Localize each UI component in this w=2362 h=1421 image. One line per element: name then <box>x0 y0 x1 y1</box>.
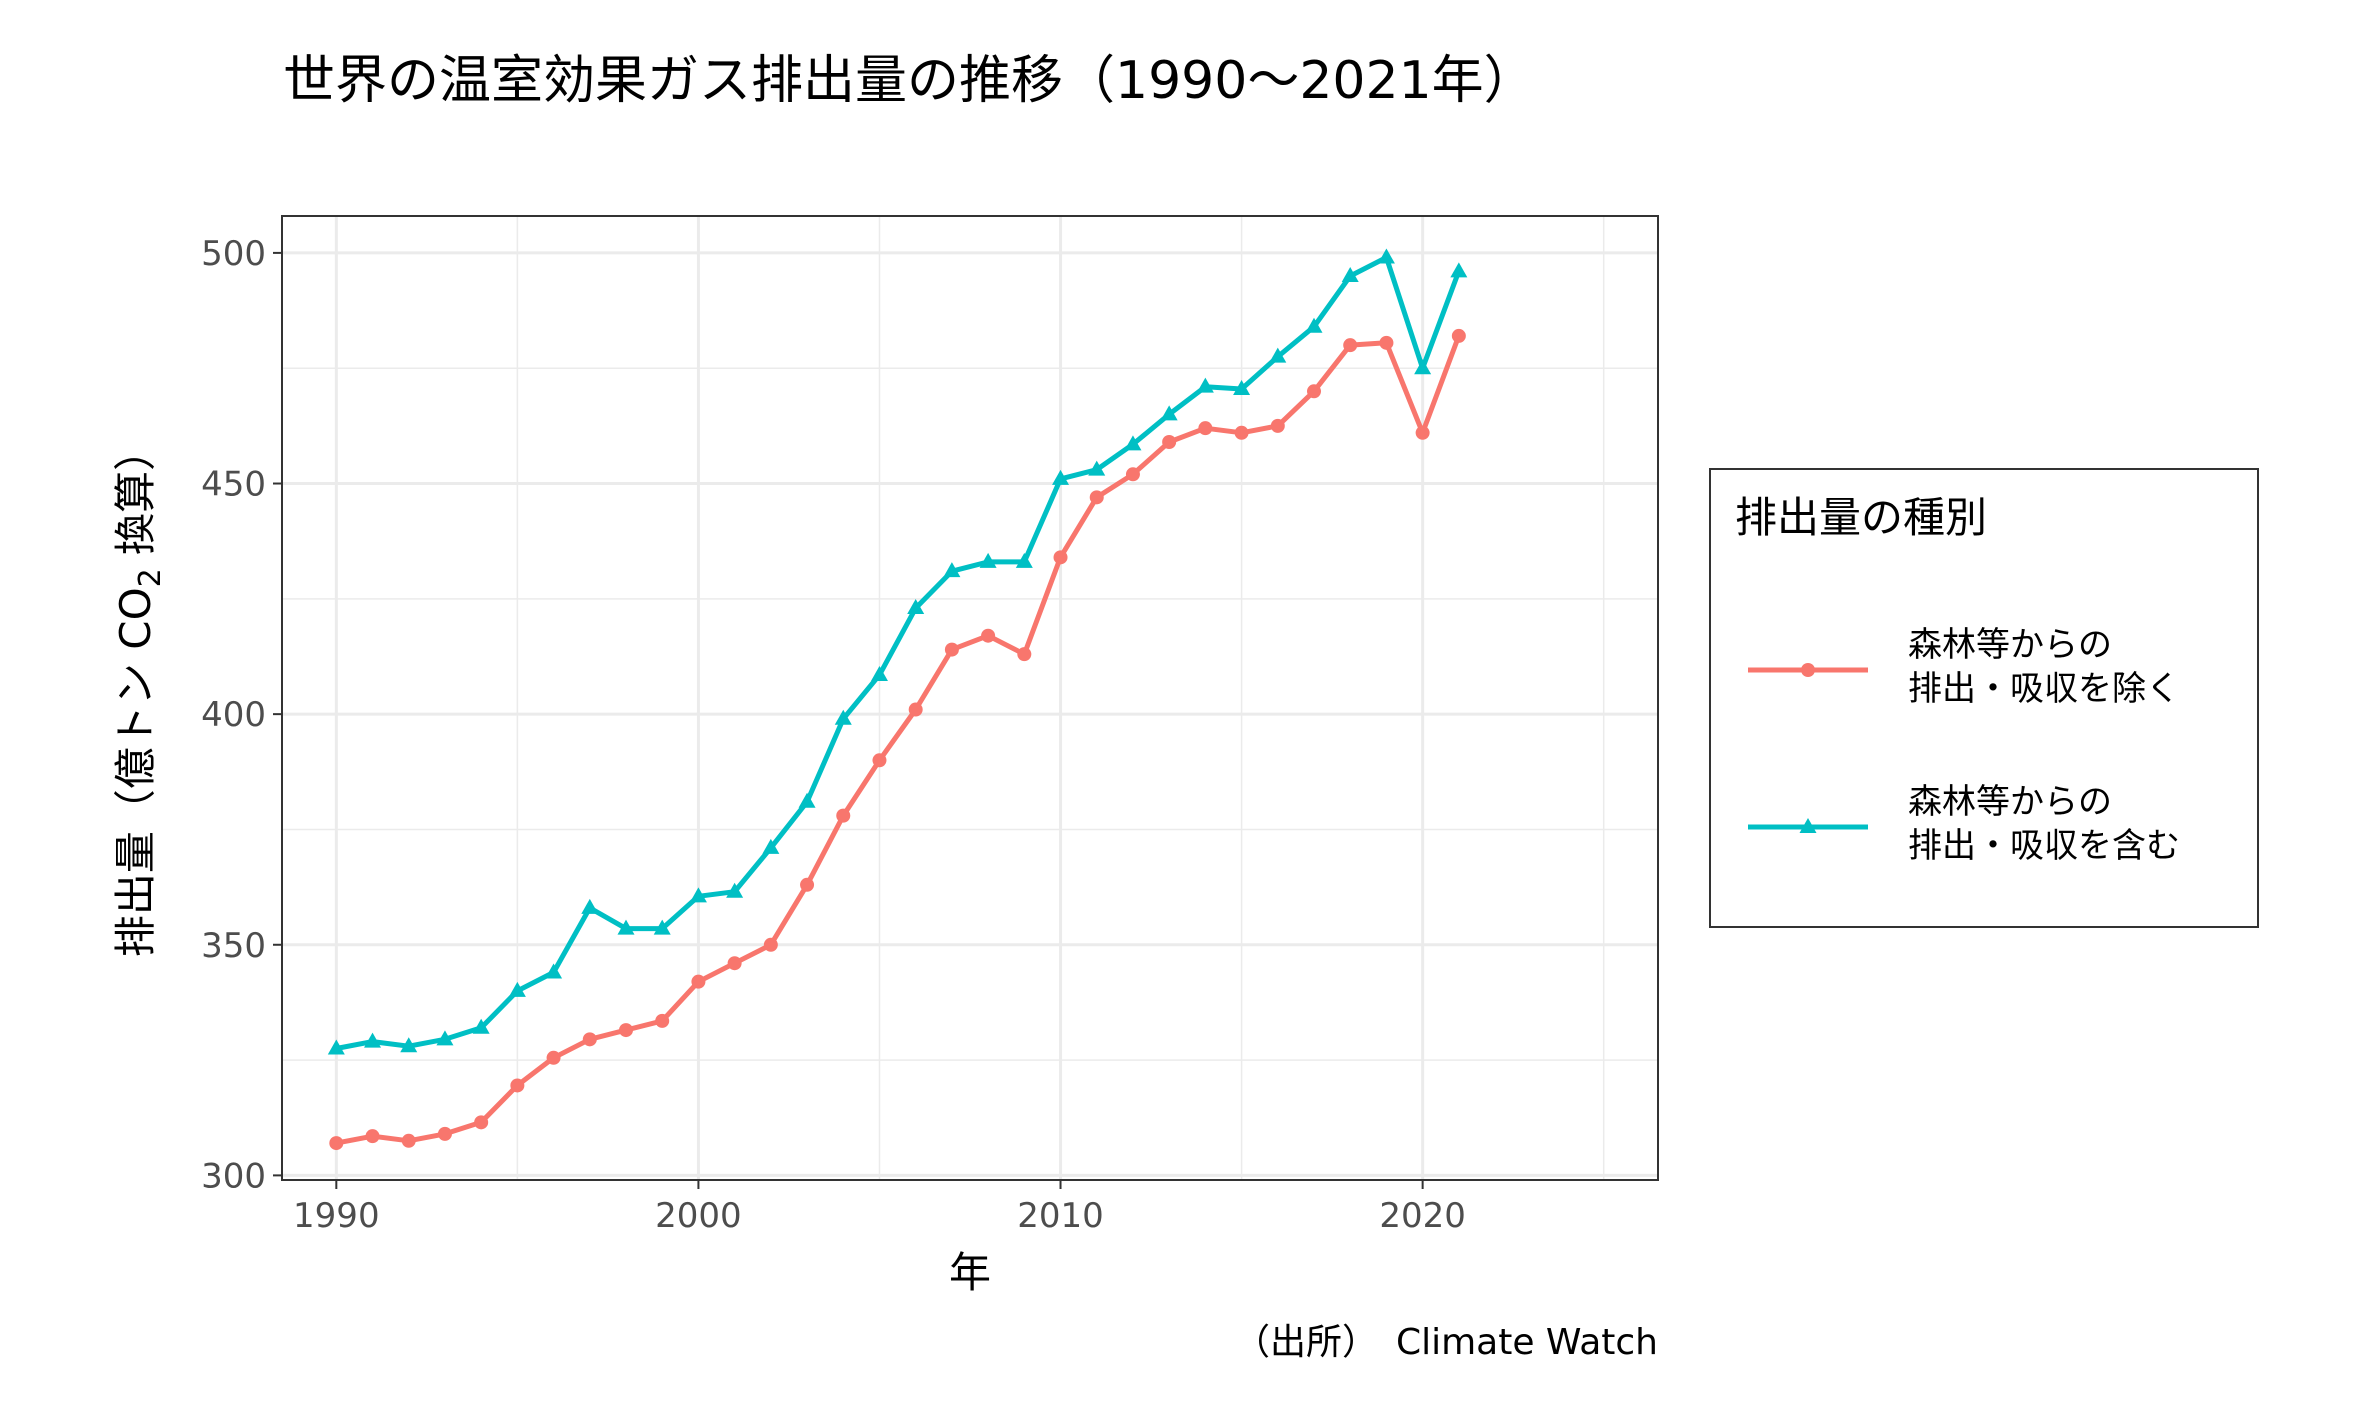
data-point <box>327 1039 345 1055</box>
data-point <box>545 963 563 979</box>
data-point <box>400 1037 418 1053</box>
y-axis-title: 排出量（億トン CO2 換算） <box>111 429 168 957</box>
data-point <box>1053 550 1068 565</box>
x-axis-title: 年 <box>949 1248 991 1297</box>
data-point <box>653 919 671 935</box>
legend-label-line2: 排出・吸収を除く <box>1908 669 2180 709</box>
data-point <box>1088 460 1106 476</box>
data-point <box>329 1136 344 1151</box>
data-point <box>727 956 742 971</box>
data-point <box>870 665 888 681</box>
axes: 1990 2000 2010 2020 300 350 400 450 500 <box>201 215 1659 1236</box>
data-point <box>1414 359 1432 375</box>
data-point <box>1270 418 1285 433</box>
data-point <box>1341 266 1359 282</box>
legend-box <box>1709 468 2259 928</box>
y-axis-title-subscript: 2 <box>133 568 168 587</box>
y-tick-label: 400 <box>201 695 266 735</box>
x-tick-label: 1990 <box>293 1196 380 1236</box>
plot-background <box>282 216 1658 1180</box>
legend-label-line2: 排出・吸収を含む <box>1908 826 2180 866</box>
data-point <box>581 898 599 914</box>
data-point <box>1307 384 1321 399</box>
y-axis-title-tail: 換算） <box>111 429 160 568</box>
data-point <box>510 1078 525 1093</box>
data-point <box>726 882 744 898</box>
data-point <box>1089 490 1104 505</box>
data-point <box>1379 335 1394 350</box>
data-point <box>981 628 996 643</box>
plot-panel <box>282 216 1658 1180</box>
data-point <box>364 1032 382 1048</box>
y-axis-title-main: 排出量（億トン CO <box>111 587 160 957</box>
data-point <box>617 919 635 935</box>
data-point <box>474 1115 489 1130</box>
data-point <box>1017 647 1032 662</box>
data-point <box>834 709 852 725</box>
data-point <box>1415 425 1430 440</box>
data-point <box>979 552 997 568</box>
data-point <box>1234 425 1249 440</box>
data-point <box>1305 317 1323 333</box>
data-point <box>472 1018 490 1034</box>
data-point <box>762 838 780 854</box>
data-point <box>1196 377 1214 393</box>
data-point <box>872 753 887 768</box>
data-point <box>944 642 959 657</box>
x-tick-label: 2000 <box>655 1196 742 1236</box>
x-tick-label: 2020 <box>1379 1196 1466 1236</box>
legend-label-line1: 森林等からの <box>1908 782 2112 822</box>
data-point <box>546 1050 561 1065</box>
data-point <box>908 702 923 717</box>
y-tick-label: 500 <box>201 234 266 274</box>
data-point <box>436 1030 454 1046</box>
data-point <box>1343 338 1358 353</box>
data-point <box>800 877 815 892</box>
data-point <box>691 974 706 989</box>
data-point <box>798 792 816 808</box>
data-point <box>582 1032 597 1047</box>
data-point <box>655 1013 670 1028</box>
data-point <box>1015 552 1033 568</box>
data-point <box>1450 262 1468 278</box>
data-point <box>437 1126 452 1141</box>
data-point <box>1124 435 1142 451</box>
data-point <box>1451 328 1466 343</box>
data-point <box>907 599 925 615</box>
data-point <box>1125 467 1140 482</box>
legend-label-line1: 森林等からの <box>1908 625 2112 665</box>
chart-caption: （出所） Climate Watch <box>1234 1322 1658 1363</box>
data-point <box>508 981 526 997</box>
legend-key-marker <box>1801 663 1815 677</box>
y-tick-label: 350 <box>201 926 266 966</box>
y-tick-label: 450 <box>201 465 266 505</box>
x-tick-label: 2010 <box>1017 1196 1104 1236</box>
legend-title: 排出量の種別 <box>1735 493 1987 542</box>
data-point <box>1269 347 1287 363</box>
data-point <box>401 1133 416 1148</box>
y-tick-label: 300 <box>201 1156 266 1196</box>
data-point <box>943 562 961 578</box>
data-point <box>619 1023 633 1038</box>
data-point <box>1233 379 1251 395</box>
plot-border <box>281 215 1659 1181</box>
data-point <box>1160 405 1178 421</box>
data-point <box>1052 469 1070 485</box>
legend-key-marker <box>1799 818 1817 833</box>
data-point <box>836 808 851 823</box>
data-point <box>1198 421 1213 436</box>
data-point <box>763 937 778 952</box>
data-point <box>1162 435 1177 450</box>
chart-title: 世界の温室効果ガス排出量の推移（1990〜2021年） <box>283 51 1536 111</box>
data-point <box>689 887 707 903</box>
data-point <box>365 1129 380 1144</box>
data-point <box>1377 248 1395 264</box>
